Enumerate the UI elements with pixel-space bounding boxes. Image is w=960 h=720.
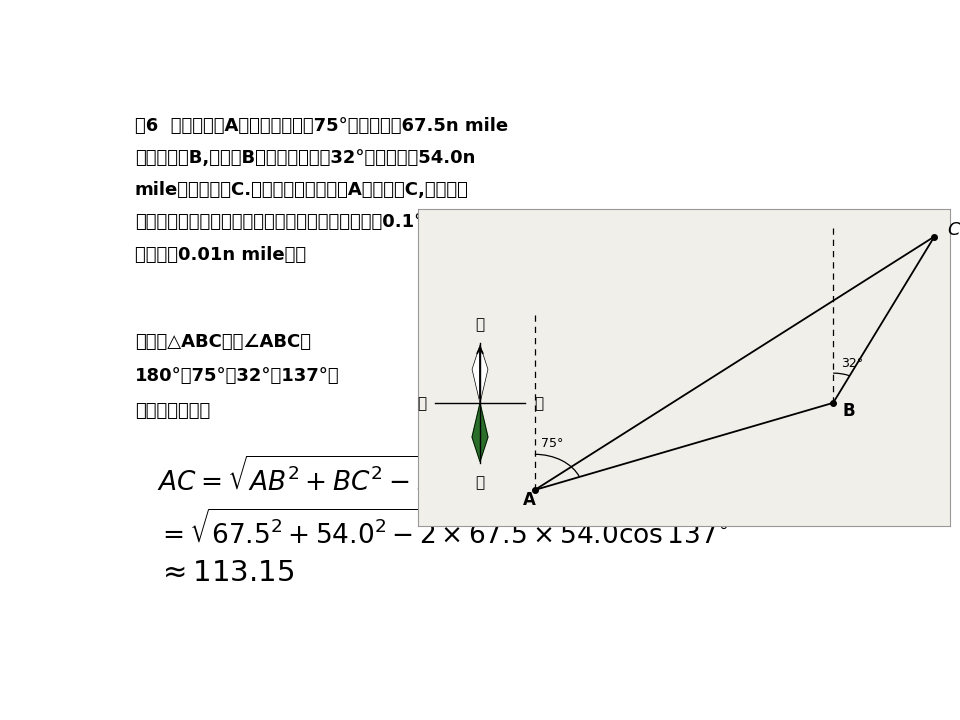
Text: 离精确到0.01n mile）？: 离精确到0.01n mile）？ [134,246,306,264]
Text: 根据余弦定理，: 根据余弦定理， [134,402,210,420]
Text: 西: 西 [417,396,426,410]
Text: 后到达海岛B,然后从B出发，沿北偏东32°的方向航行54.0n: 后到达海岛B,然后从B出发，沿北偏东32°的方向航行54.0n [134,149,475,167]
Text: A: A [523,491,536,509]
Text: 沿怎样的方向航行，需要航行多少距离（角度精确到0.1°,距: 沿怎样的方向航行，需要航行多少距离（角度精确到0.1°,距 [134,213,441,231]
Polygon shape [472,403,488,462]
Text: $AC = \sqrt{AB^2 + BC^2 - 2AB \times BC \cos\angle ABC}$: $AC = \sqrt{AB^2 + BC^2 - 2AB \times BC … [157,458,669,498]
Text: 180°－75°＋32°＝137°，: 180°－75°＋32°＝137°， [134,367,340,385]
Text: $= \sqrt{67.5^2 + 54.0^2 - 2 \times 67.5 \times 54.0\cos137^{\circ}}$: $= \sqrt{67.5^2 + 54.0^2 - 2 \times 67.5… [157,510,735,549]
Text: mile后到达海岛C.如果下次航行直接从A出发到达C,此船应该: mile后到达海岛C.如果下次航行直接从A出发到达C,此船应该 [134,181,468,199]
Text: 解：在△ABC中，∠ABC＝: 解：在△ABC中，∠ABC＝ [134,333,311,351]
Text: 例6  一艘海轮从A出发，沿北偏东75°的方向航行67.5n mile: 例6 一艘海轮从A出发，沿北偏东75°的方向航行67.5n mile [134,117,508,135]
Text: C: C [947,220,959,238]
Text: $\approx 113.15$: $\approx 113.15$ [157,559,295,587]
Text: B: B [843,402,855,420]
Text: 32°: 32° [841,357,863,370]
Polygon shape [472,345,488,403]
Text: 北: 北 [475,317,485,332]
Text: 东: 东 [534,396,543,410]
Text: 75°: 75° [541,437,564,450]
Text: 南: 南 [475,474,485,490]
